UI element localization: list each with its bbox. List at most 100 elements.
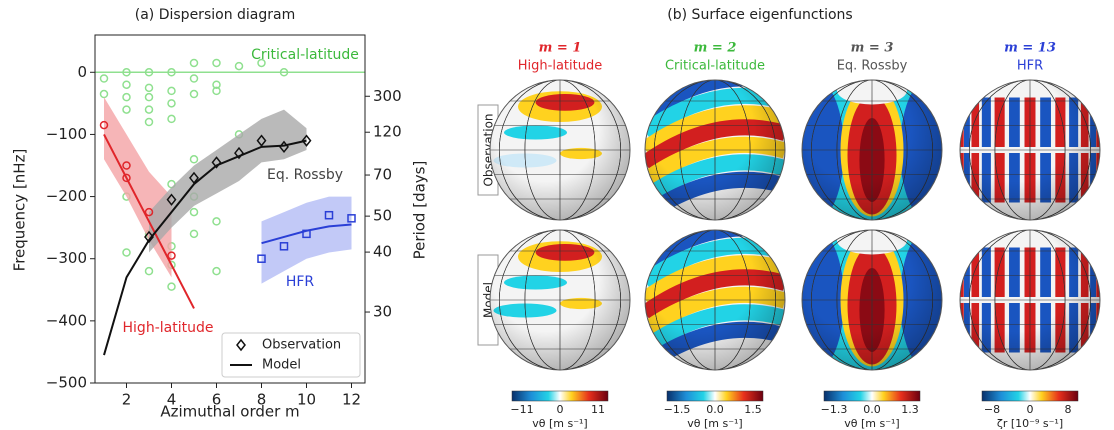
colorbar-tick: −1.3	[821, 403, 848, 416]
data-point	[189, 171, 199, 185]
x-tick-label: 4	[167, 391, 177, 409]
sphere-outline	[644, 79, 786, 221]
mode-m: m = 13	[1004, 41, 1056, 56]
data-point	[122, 105, 131, 114]
data-point	[144, 117, 154, 127]
data-point	[144, 83, 154, 93]
sphere-shade	[802, 230, 942, 370]
y2-tick-label: 120	[373, 123, 402, 141]
plot-area	[95, 58, 365, 356]
sphere-shade	[490, 230, 630, 370]
colorbar-tick: 11	[591, 403, 605, 416]
colorbar-tick: −1.5	[664, 403, 691, 416]
legend-label: Model	[262, 358, 301, 373]
x-tick-label: 6	[212, 391, 222, 409]
data-point	[166, 193, 177, 206]
data-point	[189, 155, 199, 164]
data-point	[144, 266, 154, 276]
data-point	[212, 86, 221, 96]
legend-box	[221, 332, 361, 378]
y-tick-label: −100	[46, 125, 87, 143]
colorbar-label: vθ [m s⁻¹]	[532, 417, 587, 430]
y-tick-label: 0	[77, 63, 87, 81]
data-point	[167, 114, 176, 124]
sphere	[960, 230, 1100, 370]
data-point	[347, 214, 356, 223]
annotation: Eq. Rossby	[267, 167, 343, 183]
panel-title: (b) Surface eigenfunctions	[667, 7, 852, 23]
sphere	[960, 80, 1100, 220]
colorbar-label: vθ [m s⁻¹]	[687, 417, 742, 430]
colorbar-tick: 0.0	[706, 403, 724, 416]
uncertainty-band	[104, 97, 172, 278]
data-point	[234, 61, 244, 71]
colorbar	[823, 390, 921, 402]
x-tick-label: 2	[122, 391, 132, 409]
data-point	[279, 68, 289, 77]
sphere-outline	[801, 79, 943, 221]
uncertainty-band	[149, 109, 307, 253]
data-point	[99, 120, 109, 130]
x-axis-label: Azimuthal order m	[160, 403, 299, 421]
colorbar-tick: 8	[1065, 403, 1072, 416]
data-point	[167, 251, 176, 260]
y2-tick-label: 40	[373, 243, 392, 261]
mode-name: HFR	[1017, 59, 1043, 74]
y-tick-label: −500	[46, 374, 87, 392]
sphere-shade	[645, 230, 785, 370]
x-tick-label: 10	[297, 391, 316, 409]
data-point	[301, 134, 312, 147]
data-point	[189, 207, 199, 217]
data-point	[189, 74, 199, 83]
legend-swatch	[236, 338, 246, 352]
sphere-outline	[644, 229, 786, 371]
data-point	[167, 282, 176, 291]
y2-tick-label: 30	[373, 303, 392, 321]
sphere	[490, 80, 630, 220]
sphere-shade	[960, 80, 1100, 220]
data-point	[256, 134, 267, 147]
data-point	[122, 92, 131, 102]
model-line	[103, 139, 307, 356]
mode-name: Eq. Rossby	[837, 59, 908, 74]
sphere	[645, 230, 785, 370]
data-point	[122, 173, 131, 183]
sphere	[802, 230, 942, 370]
chart-title: (a) Dispersion diagram	[135, 7, 295, 23]
mode-m: m = 2	[694, 41, 737, 56]
colorbar-tick: 0.0	[863, 403, 881, 416]
colorbar-tick: 0	[1027, 403, 1034, 416]
data-point	[144, 92, 154, 102]
data-point	[122, 80, 131, 89]
sphere-shade	[802, 80, 942, 220]
y-tick-label: −400	[46, 311, 87, 329]
y2-axis-label: Period [days]	[411, 161, 429, 260]
data-point	[167, 68, 176, 77]
data-point	[99, 74, 109, 83]
model-line	[103, 133, 195, 309]
mode-m: m = 1	[539, 41, 582, 56]
y2-tick-label: 300	[373, 87, 402, 105]
data-point	[211, 156, 222, 169]
sphere	[645, 80, 785, 220]
colorbar-label: ζr [10⁻⁹ s⁻¹]	[997, 417, 1063, 430]
y-tick-label: −300	[46, 249, 87, 267]
data-point	[189, 89, 199, 99]
data-point	[144, 230, 154, 244]
data-point	[144, 68, 154, 77]
data-point	[167, 86, 176, 96]
data-point	[257, 254, 266, 263]
sphere-shade	[645, 80, 785, 220]
data-point	[167, 99, 176, 108]
colorbar-label: vθ [m s⁻¹]	[844, 417, 899, 430]
sphere-outline	[959, 79, 1101, 221]
x-tick-label: 8	[257, 391, 267, 409]
data-point	[99, 89, 109, 99]
mode-m: m = 3	[851, 41, 894, 56]
colorbar	[511, 390, 609, 402]
data-point	[302, 229, 311, 239]
data-point	[279, 242, 289, 251]
colorbar-tick: 0	[557, 403, 564, 416]
y2-tick-label: 70	[373, 166, 392, 184]
